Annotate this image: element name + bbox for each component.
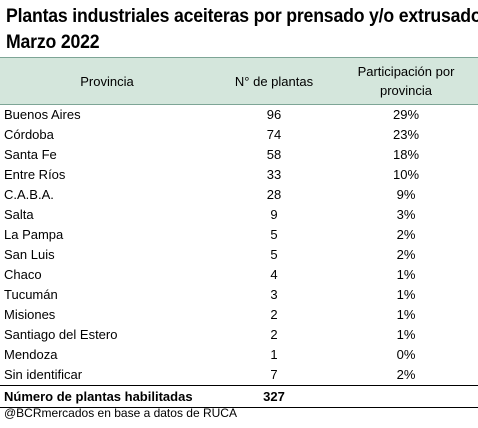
cell-participacion: 29% bbox=[392, 107, 420, 122]
cell-plantas: 58 bbox=[266, 147, 282, 162]
cell-participacion: 1% bbox=[396, 307, 416, 322]
cell-plantas: 3 bbox=[270, 287, 278, 302]
column-header-provincia: Provincia bbox=[0, 57, 214, 105]
cell-participacion: 23% bbox=[392, 127, 420, 142]
cell-provincia: Santiago del Estero bbox=[4, 327, 118, 342]
cell-participacion: 18% bbox=[392, 147, 420, 162]
cell-provincia: Misiones bbox=[4, 307, 56, 322]
table-row: Chaco 4 1% bbox=[0, 265, 478, 285]
table-row: Córdoba 74 23% bbox=[0, 125, 478, 145]
cell-provincia: C.A.B.A. bbox=[4, 187, 54, 202]
column-header-plantas: N° de plantas bbox=[214, 57, 334, 105]
table-body: Buenos Aires 96 29% Córdoba 74 23% Santa Fe 58 1… bbox=[0, 105, 478, 386]
total-value: 327 bbox=[214, 385, 334, 408]
table-row: Santa Fe 58 18% bbox=[0, 145, 478, 165]
cell-provincia: Entre Ríos bbox=[4, 167, 66, 182]
table-row: Tucumán 3 1% bbox=[0, 285, 478, 305]
cell-provincia: Chaco bbox=[4, 267, 42, 282]
cell-plantas: 7 bbox=[270, 367, 278, 382]
total-label: Número de plantas habilitadas bbox=[0, 385, 214, 408]
table-row: Mendoza 1 0% bbox=[0, 345, 478, 365]
cell-participacion: 0% bbox=[396, 347, 416, 362]
cell-plantas: 2 bbox=[270, 327, 278, 342]
table-row: Entre Ríos 33 10% bbox=[0, 165, 478, 185]
cell-participacion: 3% bbox=[396, 207, 416, 222]
cell-plantas: 5 bbox=[270, 227, 278, 242]
cell-provincia: La Pampa bbox=[4, 227, 64, 242]
cell-participacion: 9% bbox=[396, 187, 416, 202]
column-header-participacion: Participación por provincia bbox=[334, 57, 478, 105]
cell-plantas: 9 bbox=[270, 207, 278, 222]
cell-provincia: Córdoba bbox=[4, 127, 54, 142]
chart-title: Plantas industriales aceiteras por prens… bbox=[6, 4, 478, 56]
table-row: Salta 9 3% bbox=[0, 205, 478, 225]
cell-provincia: Santa Fe bbox=[4, 147, 57, 162]
total-empty bbox=[334, 385, 478, 408]
cell-participacion: 1% bbox=[396, 287, 416, 302]
cell-participacion: 2% bbox=[396, 247, 416, 262]
table-row: Buenos Aires 96 29% bbox=[0, 105, 478, 126]
cell-plantas: 33 bbox=[266, 167, 282, 182]
cell-plantas: 4 bbox=[270, 267, 278, 282]
table-row: Misiones 2 1% bbox=[0, 305, 478, 325]
chart-title-line-1: Plantas industriales aceiteras por prens… bbox=[6, 6, 478, 27]
table-row: La Pampa 5 2% bbox=[0, 225, 478, 245]
cell-plantas: 1 bbox=[270, 347, 278, 362]
cell-participacion: 2% bbox=[396, 367, 416, 382]
cell-participacion: 10% bbox=[392, 167, 420, 182]
cell-provincia: San Luis bbox=[4, 247, 55, 262]
cell-provincia: Tucumán bbox=[4, 287, 58, 302]
table-row: Santiago del Estero 2 1% bbox=[0, 325, 478, 345]
table-row: Sin identificar 7 2% bbox=[0, 365, 478, 386]
total-row: Número de plantas habilitadas 327 bbox=[0, 385, 478, 408]
cell-plantas: 28 bbox=[266, 187, 282, 202]
table-row: C.A.B.A. 28 9% bbox=[0, 185, 478, 205]
cell-plantas: 2 bbox=[270, 307, 278, 322]
cell-plantas: 74 bbox=[266, 127, 282, 142]
cell-plantas: 5 bbox=[270, 247, 278, 262]
cell-provincia: Sin identificar bbox=[4, 367, 83, 382]
cell-provincia: Salta bbox=[4, 207, 34, 222]
cell-participacion: 1% bbox=[396, 327, 416, 342]
source-note: @BCRmercados en base a datos de RUCA bbox=[4, 406, 237, 420]
cell-provincia: Buenos Aires bbox=[4, 107, 81, 122]
cell-plantas: 96 bbox=[266, 107, 282, 122]
cell-participacion: 1% bbox=[396, 267, 416, 282]
chart-title-line-2: Marzo 2022 bbox=[6, 32, 100, 53]
table-row: San Luis 5 2% bbox=[0, 245, 478, 265]
cell-participacion: 2% bbox=[396, 227, 416, 242]
table-header-row: Provincia N° de plantas Participación po… bbox=[0, 57, 478, 105]
data-table: Provincia N° de plantas Participación po… bbox=[0, 57, 478, 408]
cell-provincia: Mendoza bbox=[4, 347, 58, 362]
